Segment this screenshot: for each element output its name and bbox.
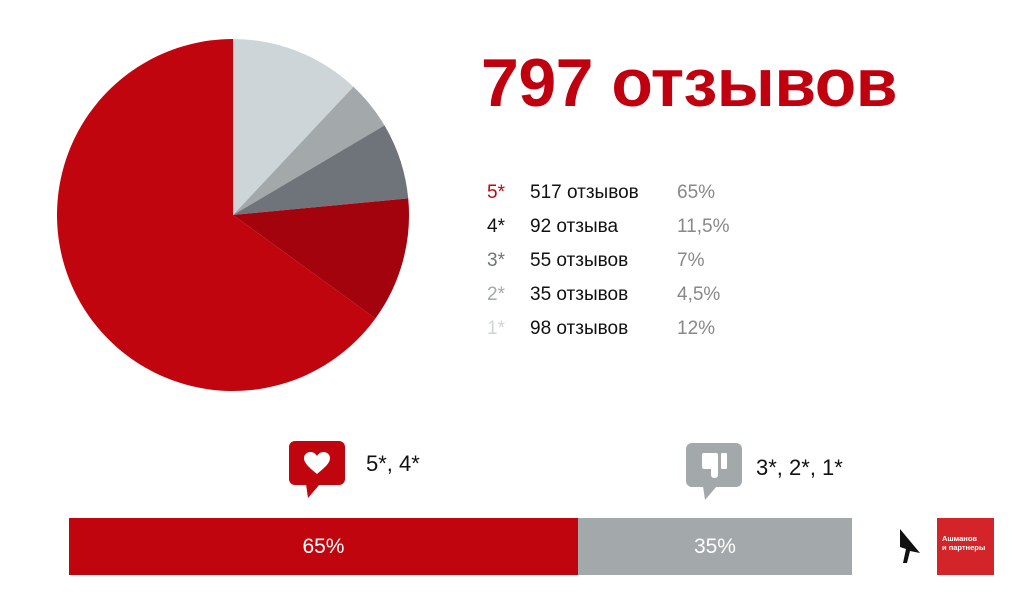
brand-logo-line-2: и партнеры xyxy=(942,543,986,552)
pie-slice-2star xyxy=(233,86,385,215)
heart-bubble-icon xyxy=(289,441,345,498)
pie-slice-5star xyxy=(56,39,376,391)
positive-group-label: 5*, 4* xyxy=(366,451,420,476)
legend-count: 35 отзывов xyxy=(530,284,629,305)
legend-row-2: 2* 35 отзывов 4,5% xyxy=(487,280,787,314)
pie-slice-1star xyxy=(233,39,354,215)
legend-stars: 2* xyxy=(487,284,505,305)
legend-count: 517 отзывов xyxy=(530,182,639,203)
legend-percent: 11,5% xyxy=(677,216,730,237)
legend-stars: 1* xyxy=(487,318,505,339)
pie-chart xyxy=(56,39,409,391)
thumbs-down-bubble-icon xyxy=(686,443,742,500)
legend-count: 55 отзывов xyxy=(530,250,629,271)
brand-logo: Ашманов и партнеры xyxy=(937,518,994,575)
page-title: 797 отзывов xyxy=(481,45,898,121)
legend-percent: 7% xyxy=(677,250,705,271)
legend-row-3: 3* 55 отзывов 7% xyxy=(487,246,787,280)
legend: 5* 517 отзывов 65% 4* 92 отзыва 11,5% 3*… xyxy=(487,178,787,348)
positive-segment: 65% xyxy=(69,518,578,575)
legend-percent: 4,5% xyxy=(677,284,721,305)
legend-percent: 65% xyxy=(677,182,716,203)
pie-slice-4star xyxy=(233,198,409,319)
legend-row-4: 4* 92 отзыва 11,5% xyxy=(487,212,787,246)
legend-count: 92 отзыва xyxy=(530,216,619,237)
legend-count: 98 отзывов xyxy=(530,318,629,339)
negative-group-label: 3*, 2*, 1* xyxy=(756,455,843,480)
legend-row-5: 5* 517 отзывов 65% xyxy=(487,178,787,212)
legend-stars: 4* xyxy=(487,216,505,237)
brand-logo-line-1: Ашманов xyxy=(942,534,978,543)
summary-bar: 65% 35% xyxy=(69,518,852,575)
legend-stars: 5* xyxy=(487,182,505,203)
cursor-logo-icon xyxy=(900,529,920,563)
pie-slice-3star xyxy=(233,125,409,215)
legend-row-1: 1* 98 отзывов 12% xyxy=(487,314,787,348)
legend-percent: 12% xyxy=(677,318,716,339)
legend-stars: 3* xyxy=(487,250,505,271)
negative-segment: 35% xyxy=(577,518,852,575)
